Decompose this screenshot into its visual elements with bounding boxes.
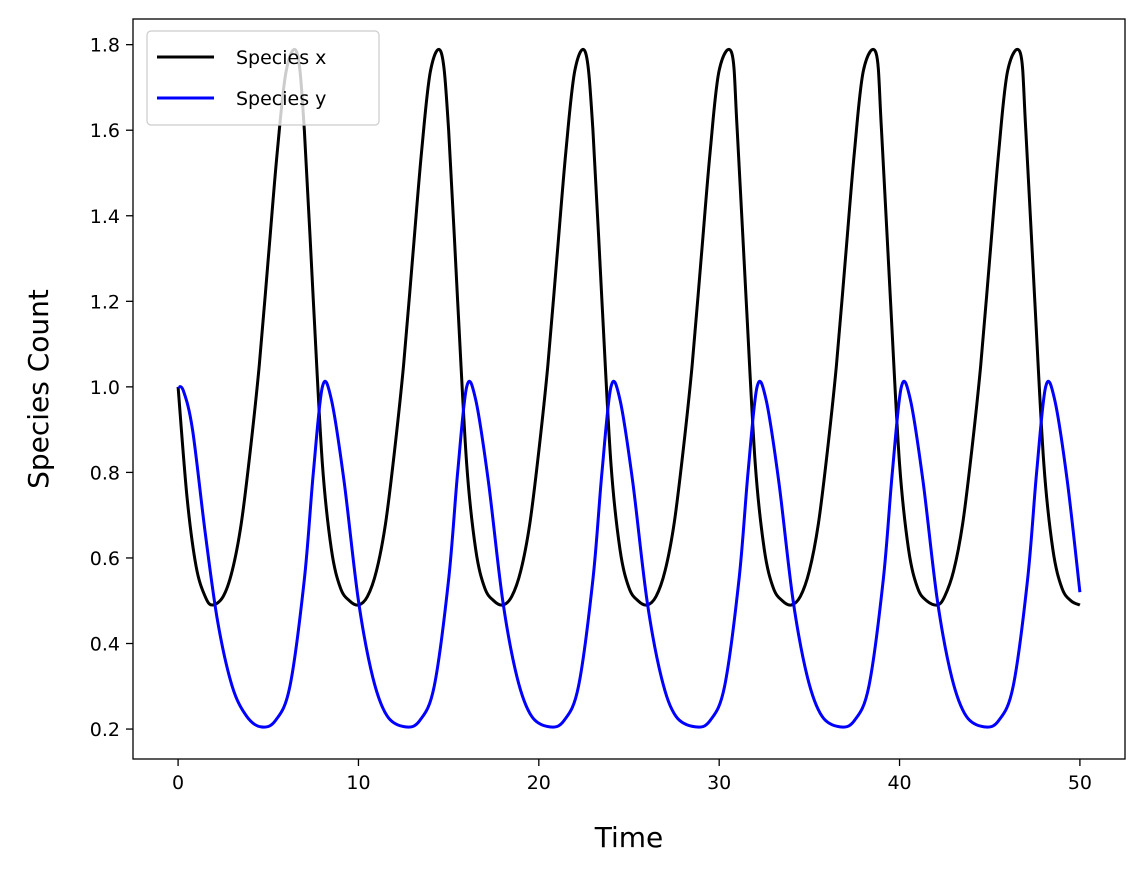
legend-box <box>146 30 380 126</box>
x-tick-label: 20 <box>527 772 551 794</box>
x-axis: 0 10 20 30 40 50 <box>172 759 1092 794</box>
plot-area <box>133 19 1125 759</box>
y-tick-label: 1.0 <box>90 377 120 399</box>
series-lines <box>176 47 1082 729</box>
y-axis: 0.2 0.4 0.6 0.8 1.0 1.2 1.4 1.6 1.8 <box>90 35 133 741</box>
series-line-species-y <box>177 379 1082 729</box>
x-axis-title: Time <box>594 821 664 854</box>
series-line-species-x <box>176 47 1081 607</box>
legend: Species x Species y <box>146 30 380 126</box>
y-tick-label: 0.8 <box>90 462 120 484</box>
y-tick-label: 1.4 <box>90 206 120 228</box>
y-tick-label: 1.8 <box>90 35 120 57</box>
y-tick-label: 1.6 <box>90 120 120 142</box>
x-tick-label: 10 <box>346 772 370 794</box>
x-tick-label: 50 <box>1068 772 1092 794</box>
y-tick-label: 0.2 <box>90 719 120 741</box>
x-tick-label: 0 <box>172 772 184 794</box>
y-tick-label: 0.6 <box>90 548 120 570</box>
x-tick-label: 40 <box>887 772 911 794</box>
y-tick-label: 1.2 <box>90 291 120 313</box>
x-tick-label: 30 <box>707 772 731 794</box>
legend-label-species-y: Species y <box>236 88 326 110</box>
plot-frame <box>132 18 1126 760</box>
y-tick-label: 0.4 <box>90 634 120 656</box>
y-axis-title: Species Count <box>22 289 55 489</box>
legend-label-species-x: Species x <box>236 47 326 69</box>
